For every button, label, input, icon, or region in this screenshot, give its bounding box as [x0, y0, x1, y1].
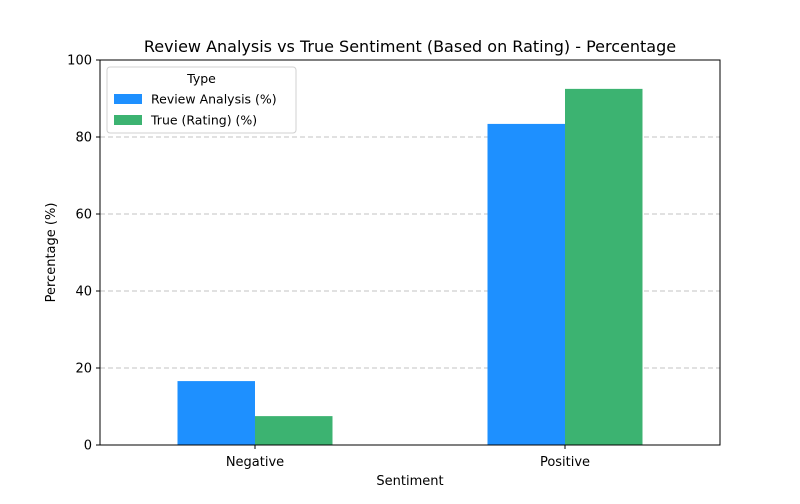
- legend-entry-label: True (Rating) (%): [150, 113, 257, 128]
- legend-box: [106, 66, 297, 134]
- bars: [177, 88, 643, 445]
- y-tick-label: 20: [75, 362, 92, 377]
- legend-swatch: [114, 94, 142, 104]
- legend-swatch: [114, 115, 142, 125]
- bar-negative-series-2: [255, 416, 333, 445]
- plot-frame: [99, 59, 721, 446]
- y-tick-label: 60: [75, 208, 92, 223]
- legend-entries: Review Analysis (%) True (Rating) (%): [114, 92, 277, 128]
- bar-negative-series-1: [177, 381, 255, 445]
- y-tick-label: 0: [84, 439, 92, 454]
- x-tick-label: Negative: [226, 455, 284, 470]
- y-tick-label: 100: [67, 54, 92, 69]
- y-tick-label: 40: [75, 285, 92, 300]
- x-axis-ticks: Negative Positive: [226, 445, 590, 470]
- x-tick-label: Positive: [540, 455, 590, 470]
- legend: Type Review Analysis (%) True (Rating) (%…: [106, 66, 297, 134]
- chart-title: Review Analysis vs True Sentiment (Based…: [144, 37, 676, 56]
- y-axis-label: Percentage (%): [44, 203, 59, 303]
- y-axis-ticks: 0 20 40 60 80 100: [67, 54, 100, 454]
- legend-title: Type: [186, 71, 216, 86]
- bar-positive-series-1: [487, 123, 565, 445]
- legend-entry-label: Review Analysis (%): [151, 92, 277, 107]
- bar-positive-series-2: [565, 88, 643, 445]
- y-tick-label: 80: [75, 131, 92, 146]
- x-axis-label: Sentiment: [376, 474, 443, 489]
